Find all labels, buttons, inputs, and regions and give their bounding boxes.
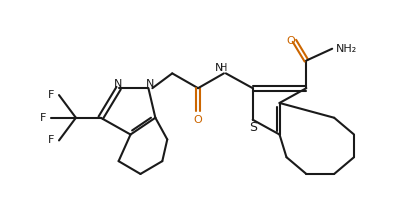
Text: H: H [220, 63, 228, 73]
Text: O: O [286, 36, 295, 46]
Text: N: N [215, 63, 223, 73]
Text: F: F [40, 113, 46, 123]
Text: N: N [113, 79, 122, 89]
Text: N: N [146, 79, 155, 89]
Text: O: O [193, 115, 202, 125]
Text: S: S [249, 121, 257, 134]
Text: NH₂: NH₂ [336, 44, 357, 54]
Text: F: F [48, 135, 54, 145]
Text: F: F [48, 90, 54, 100]
